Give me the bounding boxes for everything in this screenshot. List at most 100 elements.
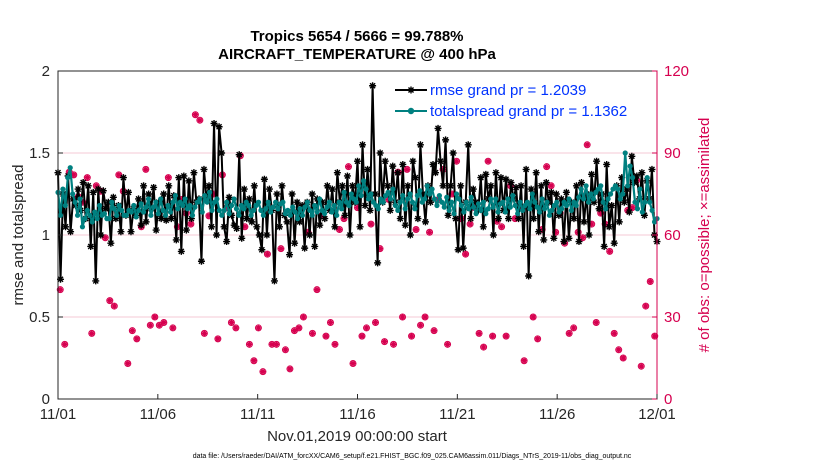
totalspread-point [642, 199, 648, 205]
rmse-point-shape [89, 188, 97, 196]
rmse-point-shape [275, 223, 283, 231]
totalspread-point [62, 202, 68, 209]
rmse-point-shape [517, 182, 525, 190]
rmse-point [535, 228, 543, 236]
rmse-point [394, 169, 402, 177]
rmse-point [321, 215, 329, 223]
rmse-point-shape [296, 218, 304, 226]
obs-assimilated-point-shape [408, 333, 415, 339]
rmse-point-shape [155, 198, 163, 206]
rmse-point-shape [74, 185, 82, 193]
rmse-point [145, 190, 153, 198]
obs-assimilated-point [499, 224, 505, 230]
rmse-point [409, 157, 417, 165]
rmse-point [333, 169, 341, 177]
rmse-point [560, 238, 568, 246]
totalspread-point [67, 165, 73, 171]
totalspread-point [118, 207, 125, 213]
y-tick-label-4: 2 [42, 63, 50, 80]
totalspread-point [329, 209, 335, 215]
totalspread-point [297, 206, 303, 212]
rmse-point-shape [457, 182, 465, 190]
obs-assimilated-point [134, 336, 140, 342]
rmse-point-shape [532, 169, 540, 177]
rmse-point [585, 231, 593, 239]
totalspread-point [302, 204, 308, 210]
rmse-point-shape [449, 149, 457, 157]
obs-assimilated-point [359, 333, 365, 339]
rmse-point [308, 190, 316, 198]
totalspread-point [74, 212, 81, 218]
rmse-point [522, 165, 530, 173]
obs-assimilated-point-shape [336, 226, 343, 233]
obs-assimilated-point-shape [530, 314, 536, 320]
rmse-point [537, 182, 545, 190]
obs-assimilated-point-shape [571, 325, 577, 331]
rmse-point-shape [200, 165, 208, 173]
obs-assimilated-point-shape [629, 205, 635, 211]
rmse-point [67, 228, 75, 236]
obs-assimilated-point [363, 325, 370, 331]
rmse-point [162, 216, 170, 224]
x-tick-label-4: 11/21 [439, 406, 475, 423]
obs-possible-point [128, 327, 136, 335]
rmse-point [348, 182, 356, 190]
rmse-point-shape [542, 179, 550, 187]
rmse-point-shape [140, 182, 148, 190]
obs-possible-point [430, 327, 438, 335]
rmse-point-shape [530, 215, 538, 223]
obs-assimilated-point-shape [134, 336, 140, 342]
obs-assimilated-point-shape [129, 328, 135, 334]
rmse-point-shape [205, 182, 213, 190]
rmse-point-shape [434, 124, 442, 132]
rmse-point [414, 215, 422, 223]
obs-possible-point [277, 245, 285, 253]
obs-assimilated-point-shape [57, 287, 63, 293]
rmse-point-shape [565, 234, 573, 242]
rmse-point [62, 223, 70, 231]
totalspread-point [627, 163, 633, 169]
rmse-point-shape [142, 218, 150, 226]
rmse-point-shape [167, 215, 175, 223]
obs-assimilated-point [350, 360, 356, 367]
totalspread-point [361, 178, 367, 184]
rmse-point [547, 188, 555, 196]
obs-possible-point [200, 329, 208, 337]
totalspread-point [111, 206, 117, 212]
obs-assimilated-point [611, 330, 617, 336]
rmse-point-shape [610, 239, 618, 247]
rmse-point-shape [623, 185, 631, 193]
obs-assimilated-point-shape [462, 251, 469, 257]
obs-assimilated-point-shape [143, 166, 149, 172]
rmse-point [452, 215, 460, 223]
rmse-point-shape [318, 198, 326, 206]
obs-possible-point [259, 368, 267, 376]
rmse-point [527, 185, 535, 193]
obs-assimilated-point [598, 210, 604, 216]
obs-possible-point [381, 338, 389, 346]
totalspread-point [585, 199, 592, 205]
totalspread-point [341, 189, 347, 195]
totalspread-point [478, 207, 484, 213]
totalspread-point [417, 188, 423, 194]
obs-assimilated-point [300, 314, 307, 320]
totalspread-point [407, 191, 413, 197]
rmse-point [401, 221, 409, 229]
totalspread-point [395, 207, 401, 213]
totalspread-point [566, 196, 572, 202]
obs-assimilated-point-shape [539, 226, 545, 233]
obs-possible-point [444, 340, 452, 348]
rmse-point [630, 179, 638, 187]
rmse-point [432, 169, 440, 177]
rmse-point-shape [225, 193, 233, 201]
totalspread-point [192, 204, 198, 210]
obs-possible-point [399, 313, 407, 321]
obs-assimilated-point [431, 328, 437, 334]
rmse-point [505, 215, 513, 223]
totalspread-point [434, 202, 440, 209]
rmse-point [615, 218, 623, 226]
totalspread-point [529, 191, 535, 197]
rmse-point-shape [570, 215, 578, 223]
totalspread-point [488, 196, 494, 202]
totalspread-point [473, 211, 479, 217]
